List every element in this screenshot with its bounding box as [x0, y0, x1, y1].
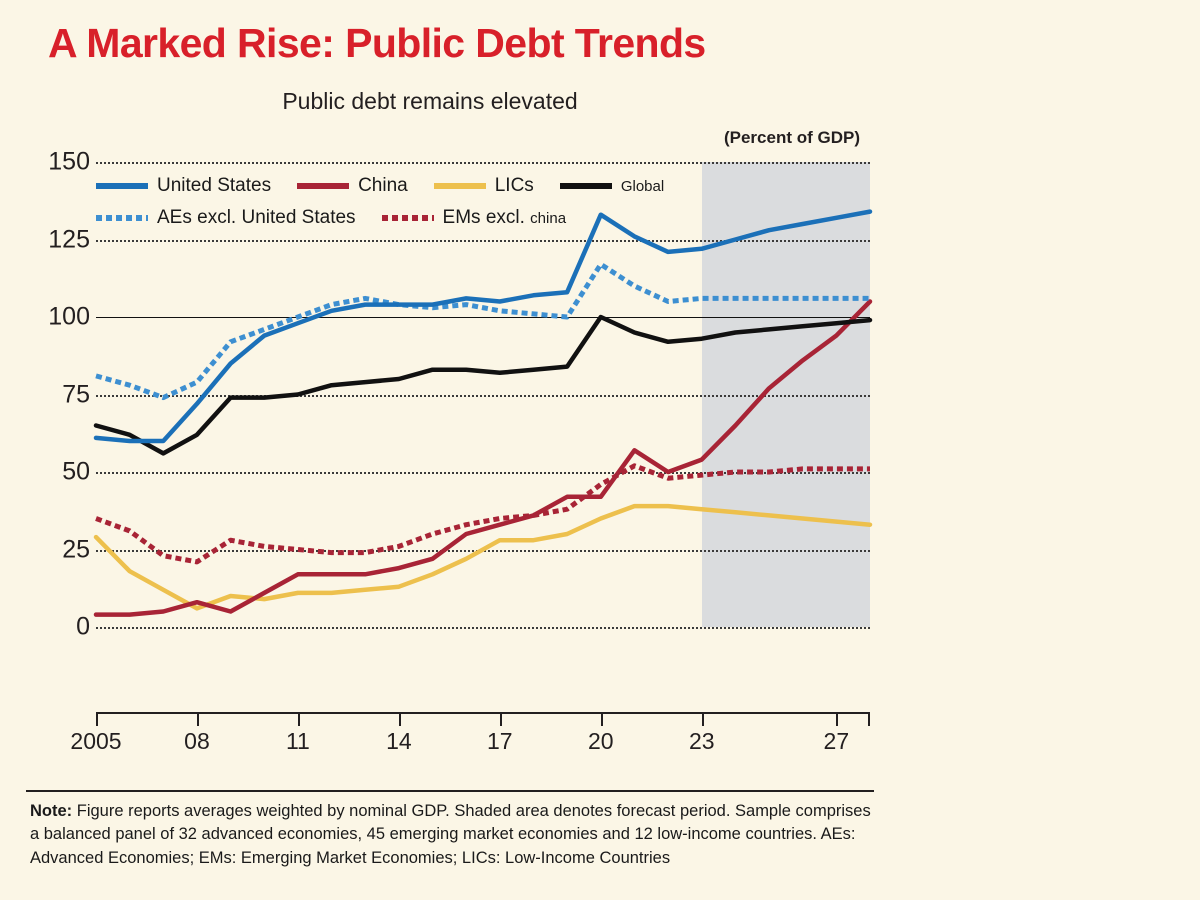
legend-item-ems-excl-china: EMs excl. china [381, 207, 567, 229]
legend-label: EMs excl. china [442, 207, 567, 228]
legend-label: Global [620, 177, 665, 195]
x-tick-label-2023: 23 [688, 728, 715, 754]
x-tick-2017 [499, 714, 502, 726]
x-tick-label-2014: 14 [386, 728, 412, 754]
legend-swatch-icon [433, 183, 486, 189]
sidebar-panel: Borne In The USA: Public debt as a ratio… [888, 0, 1200, 900]
x-tick-2023 [701, 714, 704, 726]
x-tick-2020 [600, 714, 603, 726]
gridline-75 [96, 394, 870, 397]
legend-row-2: AEs excl. United States EMs excl. china [96, 204, 696, 232]
page-title: A Marked Rise: Public Debt Trends [48, 20, 706, 66]
x-tick-2014 [398, 714, 401, 726]
y-tick-label-50: 50 [62, 457, 90, 486]
plot-area [93, 162, 873, 629]
chart-legend: United States China LICs Global AEs excl. U… [96, 172, 696, 236]
x-tick-2011 [297, 714, 300, 726]
y-tick-label-0: 0 [76, 612, 90, 641]
legend-item-united-states: United States [96, 175, 271, 197]
series-line-lics [93, 503, 873, 611]
x-tick-label-2020: 20 [587, 728, 614, 754]
y-tick-label-100: 100 [48, 302, 90, 331]
chart-units-label: (Percent of GDP) [723, 128, 860, 147]
x-axis-labels: 2005 08 11 14 17 20 23 27 [70, 728, 886, 762]
y-tick-label-125: 125 [48, 225, 90, 253]
footnote-label: Note: [30, 802, 73, 820]
x-axis-end-cap [868, 714, 870, 726]
series-line-ems_excl_china [95, 463, 870, 565]
chart-panel: A Marked Rise: Public Debt Trends Public… [20, 20, 886, 870]
legend-label: United States [157, 175, 272, 196]
y-axis: 0 25 50 75 100 125 150 [20, 148, 90, 641]
x-tick-label-2017: 17 [487, 728, 513, 754]
legend-item-china: China [297, 175, 408, 197]
gridline-0 [96, 627, 870, 629]
legend-swatch-icon [96, 215, 148, 221]
legend-item-global: Global [559, 177, 665, 195]
legend-row-1: United States China LICs Global [96, 172, 696, 200]
legend-item-aes-excl-united-states: AEs excl. United States [96, 207, 356, 229]
x-tick-label-2005: 2005 [70, 728, 122, 754]
gridline-150 [96, 162, 870, 164]
chart-subtitle: Public debt remains elevated [282, 88, 578, 114]
note-divider [26, 790, 874, 792]
series-lines [93, 209, 873, 617]
series-line-china [93, 299, 873, 617]
y-tick-label-75: 75 [62, 380, 90, 408]
legend-swatch-icon [559, 183, 612, 189]
footnote-text: Figure reports averages weighted by nomi… [30, 802, 871, 867]
x-axis-line [96, 712, 870, 728]
footnote: Note: Figure reports averages weighted b… [30, 800, 876, 870]
x-tick-2005 [96, 714, 98, 726]
x-tick-label-2008: 08 [184, 728, 210, 754]
x-tick-label-2027: 27 [823, 728, 850, 754]
legend-item-lics: LICs [433, 175, 534, 197]
y-tick-label-150: 150 [48, 147, 90, 176]
gridline-100 [96, 317, 870, 318]
legend-swatch-icon [297, 183, 350, 189]
x-tick-label-2011: 11 [285, 728, 310, 754]
legend-label: AEs excl. United States [157, 207, 356, 228]
gridline-125 [96, 239, 870, 242]
x-tick-2008 [196, 714, 199, 726]
series-line-united_states [93, 209, 873, 444]
gridline-50 [96, 472, 870, 474]
series-line-global [93, 314, 873, 456]
y-tick-label-25: 25 [62, 535, 90, 563]
legend-swatch-icon [381, 215, 434, 221]
legend-label: China [358, 175, 408, 196]
series-line-aes_excl_us [95, 261, 870, 401]
legend-label: LICs [494, 175, 534, 196]
legend-swatch-icon [96, 183, 148, 189]
x-tick-2027 [836, 714, 839, 726]
